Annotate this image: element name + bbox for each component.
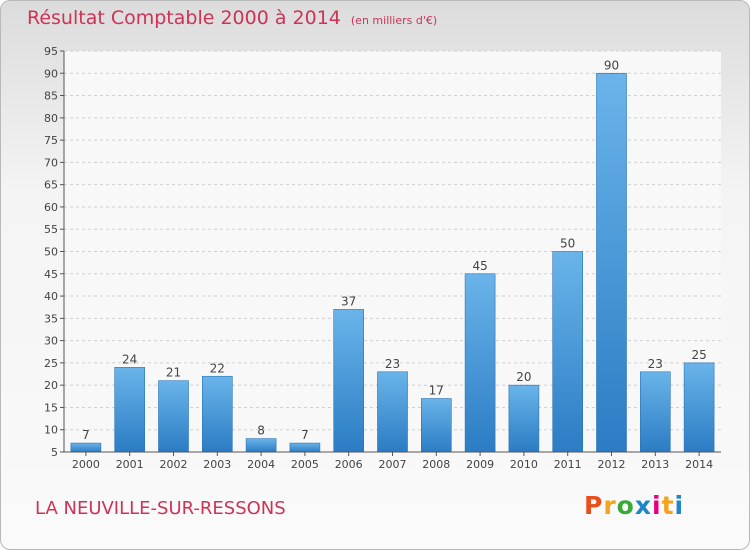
bar	[683, 362, 715, 453]
logo-letter: P	[584, 491, 604, 520]
bar	[508, 384, 540, 453]
bar	[552, 251, 584, 453]
x-tick-label: 2001	[116, 458, 144, 471]
bar	[639, 371, 671, 453]
logo-letter: i	[674, 491, 685, 520]
logo-letter: i	[652, 491, 662, 520]
bar-value-label: 45	[472, 259, 487, 273]
x-tick-label: 2006	[335, 458, 363, 471]
bar-value-label: 7	[82, 428, 90, 442]
chart-title-text: Résultat Comptable 2000 à 2014	[27, 7, 341, 29]
bar	[596, 72, 627, 453]
y-tick-label: 90	[44, 67, 58, 80]
logo-letter: o	[616, 491, 635, 520]
x-tick-label: 2013	[641, 458, 669, 471]
y-tick-label: 30	[44, 335, 58, 348]
proxiti-logo: Proxiti	[584, 491, 684, 520]
x-tick-label: 2002	[160, 458, 188, 471]
x-tick-label: 2007	[379, 458, 407, 471]
y-tick-label: 5	[51, 446, 58, 459]
x-tick-label: 2010	[510, 458, 538, 471]
y-tick-label: 50	[44, 246, 58, 259]
y-tick-label: 80	[44, 112, 58, 125]
bar	[114, 367, 145, 453]
x-tick-label: 2004	[247, 458, 275, 471]
bar	[202, 375, 233, 453]
y-tick-label: 25	[44, 357, 58, 370]
logo-letter: t	[661, 491, 675, 520]
x-tick-label: 2000	[72, 458, 100, 471]
bar	[464, 273, 496, 453]
y-tick-labels: 5 10 15 20 25 30 35 40 45 50 55 60 65 70 75 80 85 90 95	[44, 45, 64, 459]
bar-value-label: 22	[210, 361, 225, 375]
logo-letter: r	[603, 491, 617, 520]
y-tick-label: 40	[44, 290, 58, 303]
y-tick-label: 60	[44, 201, 58, 214]
bar-value-label: 21	[166, 366, 181, 380]
y-tick-label: 95	[44, 45, 58, 58]
bar	[333, 309, 365, 453]
bar	[70, 442, 102, 453]
bar-value-label: 8	[257, 424, 265, 438]
x-tick-label: 2008	[422, 458, 450, 471]
bar	[377, 371, 408, 453]
y-tick-label: 15	[44, 401, 58, 414]
x-tick-label: 2011	[554, 458, 582, 471]
bar-value-label: 50	[560, 237, 575, 251]
y-tick-label: 65	[44, 179, 58, 192]
y-tick-label: 85	[44, 90, 58, 103]
chart-title: Résultat Comptable 2000 à 2014 (en millie…	[27, 7, 437, 29]
bar-value-label: 25	[691, 348, 706, 362]
location-name: LA NEUVILLE-SUR-RESSONS	[35, 498, 286, 519]
x-tick-label: 2014	[685, 458, 713, 471]
bar	[420, 398, 452, 453]
y-tick-label: 10	[44, 424, 58, 437]
x-tick-label: 2005	[291, 458, 319, 471]
bar-value-label: 7	[301, 428, 309, 442]
y-tick-label: 70	[44, 156, 58, 169]
x-tick-label: 2003	[203, 458, 231, 471]
y-tick-label: 75	[44, 134, 58, 147]
x-tick-label: 2009	[466, 458, 494, 471]
bar-value-label: 23	[648, 357, 663, 371]
x-tick-labels: 2000 2001 2002 2003 2004 2005 2006 2007 2008 2009…	[72, 452, 713, 471]
bar	[289, 442, 321, 453]
x-tick-label: 2012	[598, 458, 626, 471]
y-tick-label: 55	[44, 223, 58, 236]
bar	[245, 438, 277, 453]
chart-subtitle: (en milliers d'€)	[350, 14, 438, 27]
bars: 7 24 21 22 8 7 37 23 17 45 20 50 90 23 25	[70, 58, 715, 453]
y-tick-label: 45	[44, 268, 58, 281]
bar-value-label: 20	[516, 370, 531, 384]
bar-value-label: 37	[341, 294, 356, 308]
bar-value-label: 90	[604, 58, 619, 72]
bar-value-label: 24	[122, 352, 137, 366]
bar-value-label: 23	[385, 357, 400, 371]
logo-letter: x	[634, 491, 652, 520]
bar-value-label: 17	[429, 384, 444, 398]
y-tick-label: 35	[44, 312, 58, 325]
bar	[158, 380, 189, 453]
y-tick-label: 20	[44, 379, 58, 392]
